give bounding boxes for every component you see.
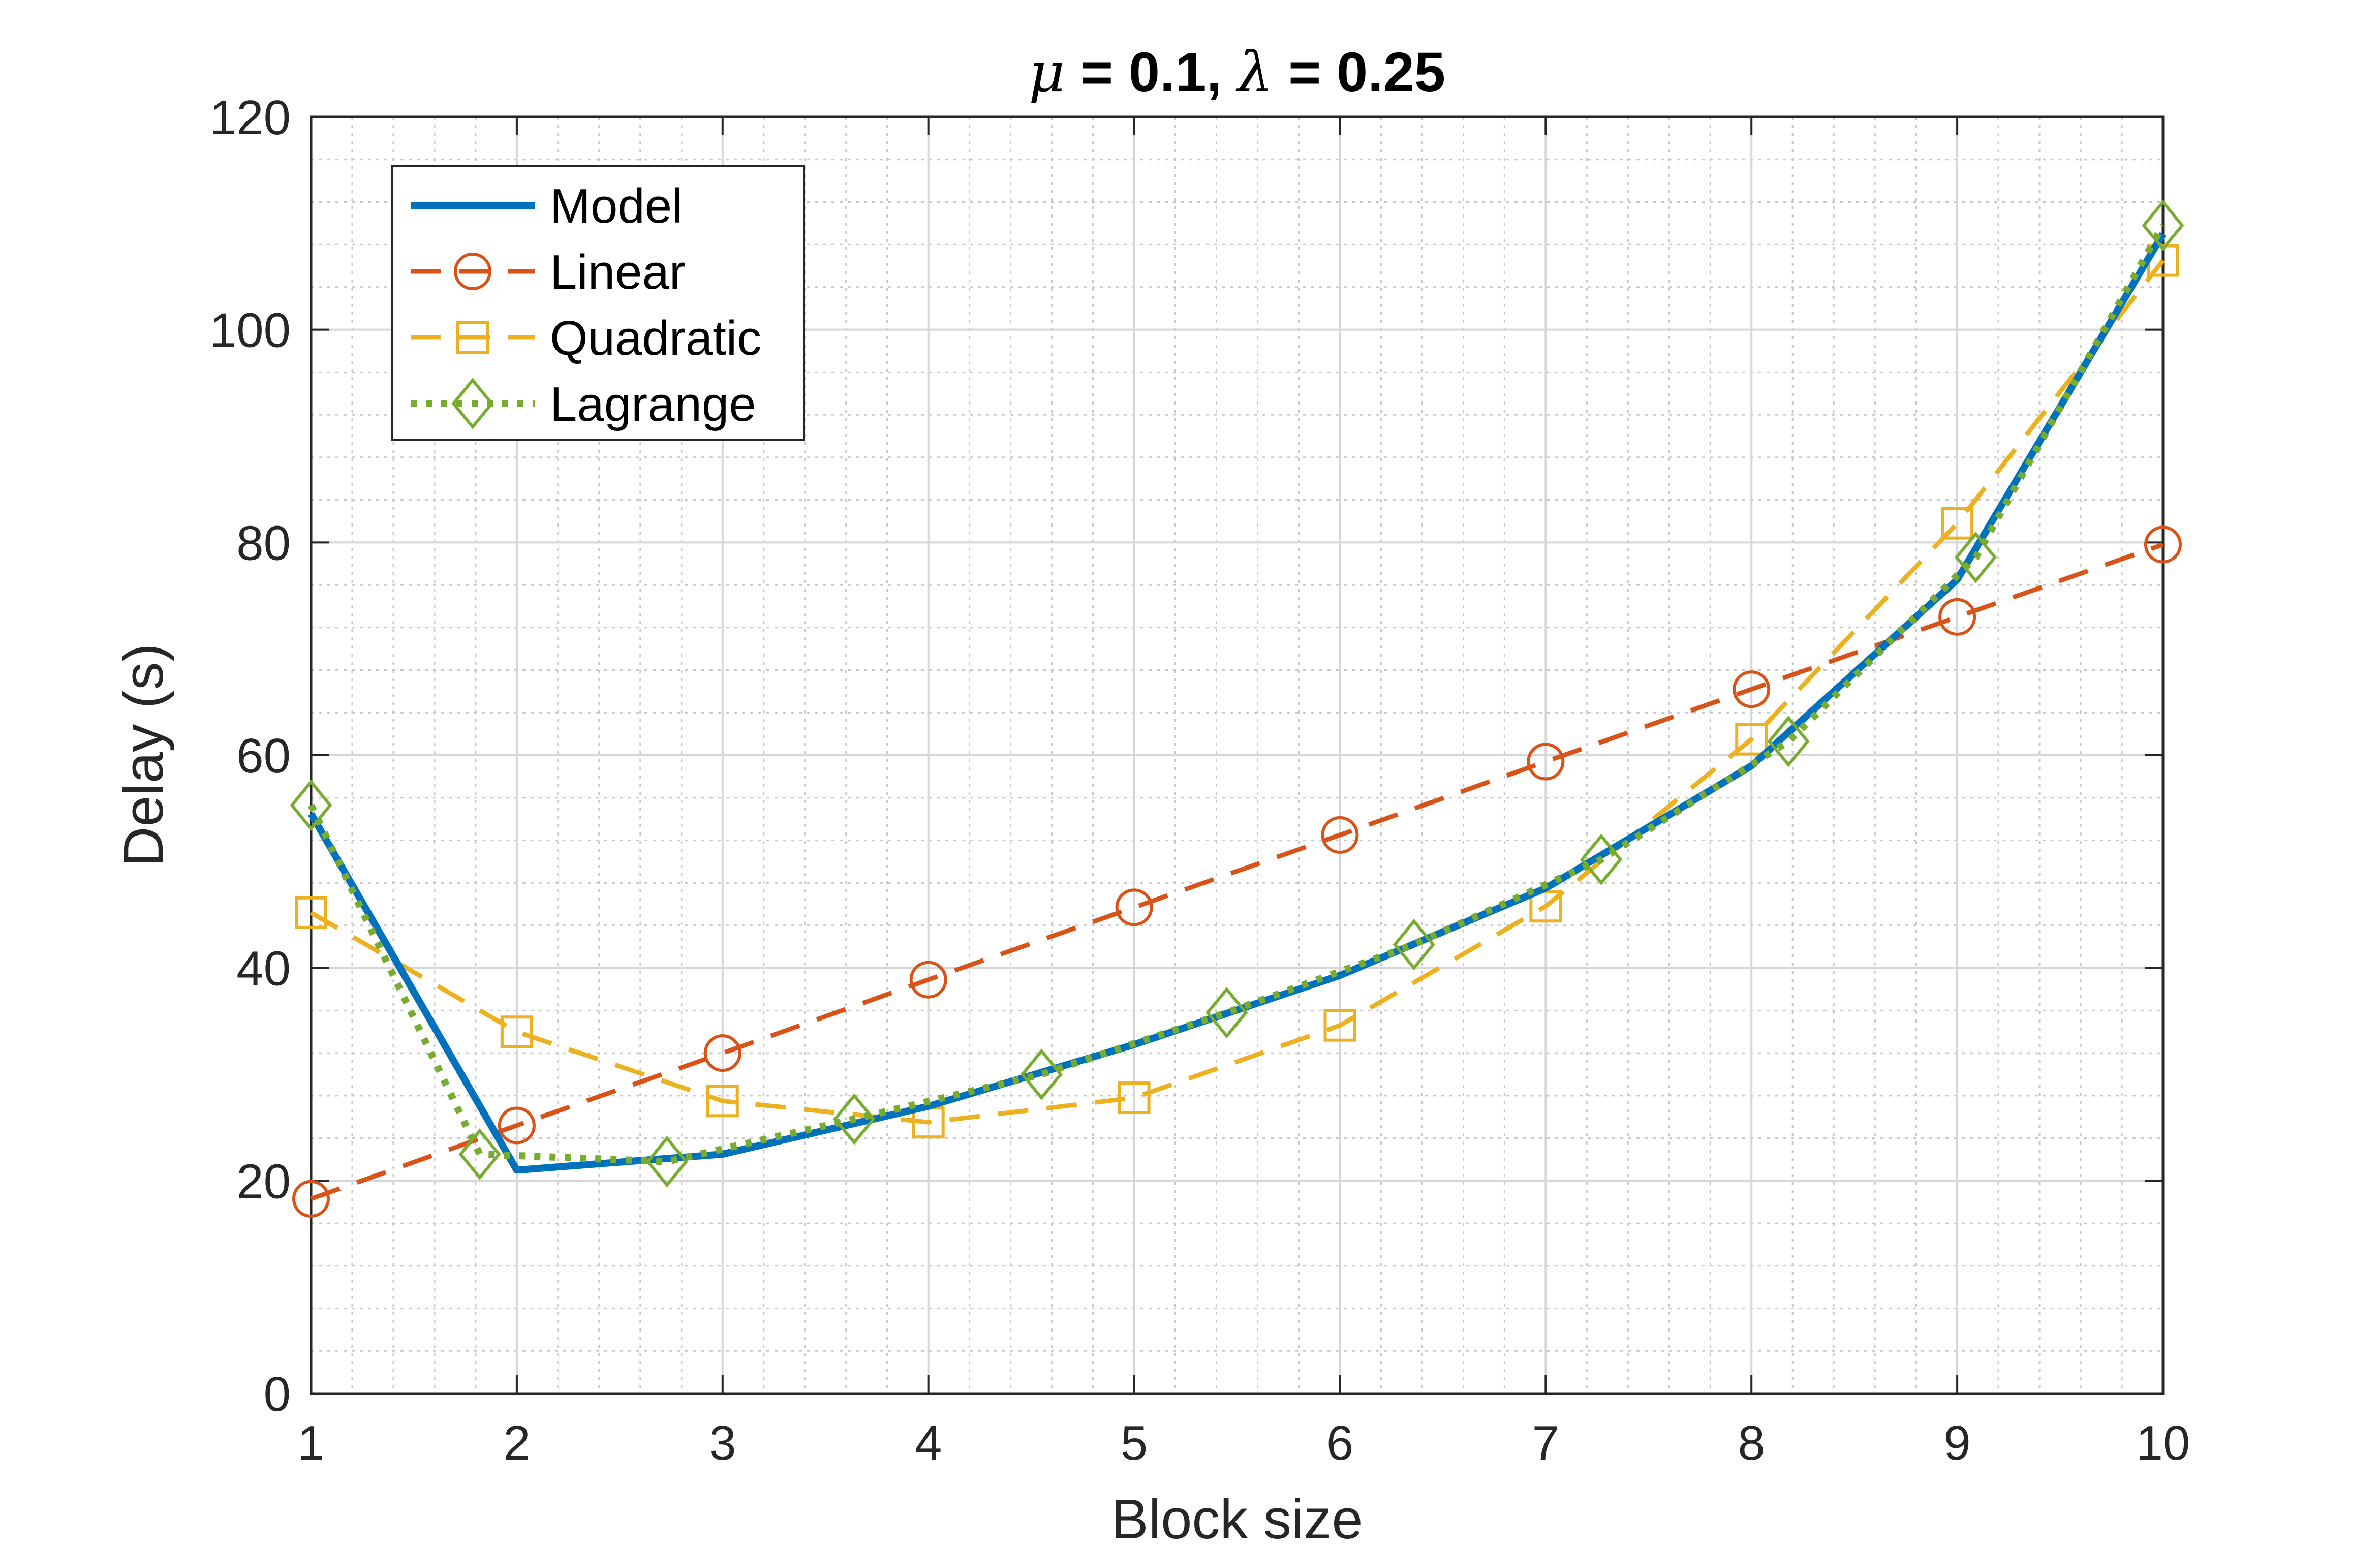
data-point-lagrange	[1020, 1048, 1063, 1100]
legend-label: Linear	[550, 245, 686, 299]
x-tick-label: 4	[915, 1416, 942, 1470]
data-point-linear	[292, 1180, 330, 1218]
y-tick-label: 0	[264, 1367, 291, 1421]
axes-box	[310, 115, 2165, 1395]
data-point-lagrange	[645, 1135, 689, 1188]
y-tick-label: 40	[236, 942, 291, 996]
data-point-lagrange	[290, 779, 332, 831]
data-point-lagrange	[2142, 199, 2184, 252]
data-point-lagrange	[1206, 986, 1248, 1039]
y-tick-label: 80	[236, 516, 291, 570]
series-line-linear	[310, 542, 2164, 1201]
y-tick-label: 120	[209, 90, 291, 145]
data-point-linear	[1733, 670, 1771, 708]
legend-item-linear: Linear	[411, 245, 686, 299]
data-point-linear	[1115, 888, 1153, 926]
data-point-linear	[1321, 816, 1359, 854]
legend-item-lagrange: Lagrange	[411, 377, 756, 431]
chart-title: μ = 0.1, λ = 0.25	[1029, 40, 1445, 105]
x-tick-label: 7	[1532, 1416, 1559, 1470]
data-point-lagrange	[1767, 716, 1810, 767]
x-tick-label: 3	[709, 1416, 736, 1470]
data-point-lagrange	[1393, 918, 1435, 971]
data-point-quadratic	[1735, 723, 1768, 756]
data-point-linear	[909, 961, 947, 999]
data-point-linear	[1527, 743, 1565, 781]
x-tick-label: 5	[1121, 1416, 1148, 1470]
data-point-lagrange	[833, 1093, 876, 1145]
title-lambda-rest: = 0.25	[1273, 41, 1445, 104]
title-lambda-symbol: λ	[1235, 40, 1273, 105]
title-mu-rest: = 0.1,	[1065, 41, 1237, 104]
y-tick-label: 20	[236, 1154, 291, 1209]
series-linear	[292, 525, 2182, 1218]
legend-marker	[456, 321, 489, 354]
data-point-quadratic	[706, 1085, 739, 1118]
series-quadratic	[295, 244, 2179, 1139]
data-point-linear	[1938, 598, 1976, 636]
y-tick-label: 100	[209, 303, 291, 358]
y-tick-labels: 0 20 40 60 80 100 120	[209, 90, 291, 1421]
legend: Model Linear Quadratic Lagrange	[391, 165, 805, 441]
legend-marker	[454, 253, 491, 290]
legend-marker	[451, 378, 494, 429]
series-line-quadratic	[310, 259, 2165, 1125]
legend-label: Quadratic	[550, 311, 761, 365]
y-axis-label: Delay (s)	[112, 643, 175, 867]
legend-label: Lagrange	[550, 377, 756, 431]
x-tick-label: 8	[1738, 1416, 1765, 1470]
legend-label: Model	[550, 179, 683, 233]
x-axis-label: Block size	[1111, 1488, 1363, 1546]
series-lagrange	[290, 199, 2184, 1188]
legend-item-quadratic: Quadratic	[411, 311, 761, 365]
x-tick-label: 9	[1943, 1416, 1970, 1470]
x-tick-label: 6	[1326, 1416, 1353, 1470]
x-tick-labels: 1 2 3 4 5 6 7 8 9 10	[297, 1416, 2190, 1470]
data-point-linear	[2144, 525, 2182, 564]
data-point-quadratic	[1941, 507, 1974, 540]
title-mu-symbol: μ	[1029, 40, 1065, 105]
y-tick-label: 60	[236, 729, 291, 783]
data-point-linear	[703, 1034, 741, 1072]
x-tick-label: 10	[2136, 1416, 2190, 1470]
data-point-lagrange	[1580, 833, 1623, 885]
data-point-linear	[498, 1106, 536, 1145]
data-point-lagrange	[458, 1128, 501, 1180]
data-point-quadratic	[500, 1015, 533, 1048]
data-point-lagrange	[1954, 531, 1997, 583]
data-point-quadratic	[1323, 1009, 1356, 1042]
x-tick-label: 1	[297, 1416, 324, 1470]
x-tick-label: 2	[503, 1416, 530, 1470]
data-point-quadratic	[1118, 1081, 1151, 1115]
series-layer	[290, 199, 2184, 1218]
legend-item-model: Model	[411, 179, 683, 233]
data-point-quadratic	[295, 896, 327, 929]
